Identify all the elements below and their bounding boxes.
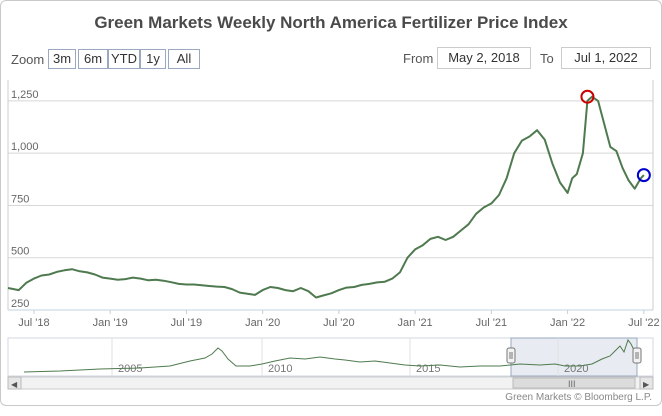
y-tick-label: 500	[11, 246, 29, 258]
x-tick-label: Jul '20	[323, 317, 354, 329]
chart-credit: Green Markets © Bloomberg L.P.	[505, 392, 652, 403]
to-date-input[interactable]: Jul 1, 2022	[561, 47, 651, 69]
x-tick-label: Jul '19	[171, 317, 202, 329]
x-tick-label: Jan '21	[398, 317, 433, 329]
scroll-right-button[interactable]	[639, 376, 654, 390]
from-date-input[interactable]: May 2, 2018	[437, 47, 531, 69]
y-tick-label: 1,000	[11, 141, 39, 153]
x-tick-label: Jan '20	[245, 317, 280, 329]
x-axis-ticks: Jul '18 Jan '19 Jul '19 Jan '20 Jul '20 Jan '…	[18, 310, 660, 329]
navigator[interactable]: 2005 2010 2015 2020	[7, 337, 654, 377]
scroll-left-arrow-icon: ◀	[11, 380, 18, 389]
navigator-selected-range[interactable]	[510, 337, 638, 377]
chart-title: Green Markets Weekly North America Ferti…	[94, 13, 568, 32]
highlight-markers	[580, 89, 651, 183]
zoom-6m-button[interactable]: 6m	[78, 49, 108, 69]
y-tick-label: 750	[11, 193, 29, 205]
scrollbar[interactable]: ◀ III ▶	[7, 376, 654, 390]
peak-highlight-marker[interactable]	[580, 89, 595, 104]
navigator-right-handle[interactable]	[632, 347, 642, 364]
navigator-year-label: 2005	[118, 363, 142, 375]
zoom-1y-button[interactable]: 1y	[140, 49, 166, 69]
y-tick-label: 250	[11, 298, 29, 310]
x-tick-label: Jan '22	[550, 317, 585, 329]
navigator-left-handle[interactable]	[506, 347, 516, 364]
scroll-right-arrow-icon: ▶	[643, 380, 650, 389]
zoom-label: Zoom	[11, 52, 45, 67]
latest-highlight-marker[interactable]	[636, 168, 651, 183]
navigator-year-label: 2010	[268, 363, 292, 375]
zoom-all-button[interactable]: All	[168, 49, 200, 69]
navigator-series-line	[23, 338, 641, 373]
x-tick-label: Jul '22	[628, 317, 659, 329]
scroll-left-button[interactable]	[7, 376, 22, 390]
scrollbar-grip: III	[568, 379, 576, 389]
zoom-3m-button[interactable]: 3m	[48, 49, 76, 69]
to-label: To	[540, 51, 554, 66]
x-tick-label: Jan '19	[93, 317, 128, 329]
from-label: From	[403, 51, 434, 66]
zoom-ytd-button[interactable]: YTD	[108, 49, 140, 69]
scrollbar-thumb[interactable]	[512, 377, 636, 389]
y-axis-ticks: 250 500 750 1,000 1,250	[11, 89, 39, 310]
x-tick-label: Jul '21	[476, 317, 507, 329]
y-tick-label: 1,250	[11, 89, 39, 101]
series-line	[7, 95, 645, 299]
x-tick-label: Jul '18	[18, 317, 49, 329]
